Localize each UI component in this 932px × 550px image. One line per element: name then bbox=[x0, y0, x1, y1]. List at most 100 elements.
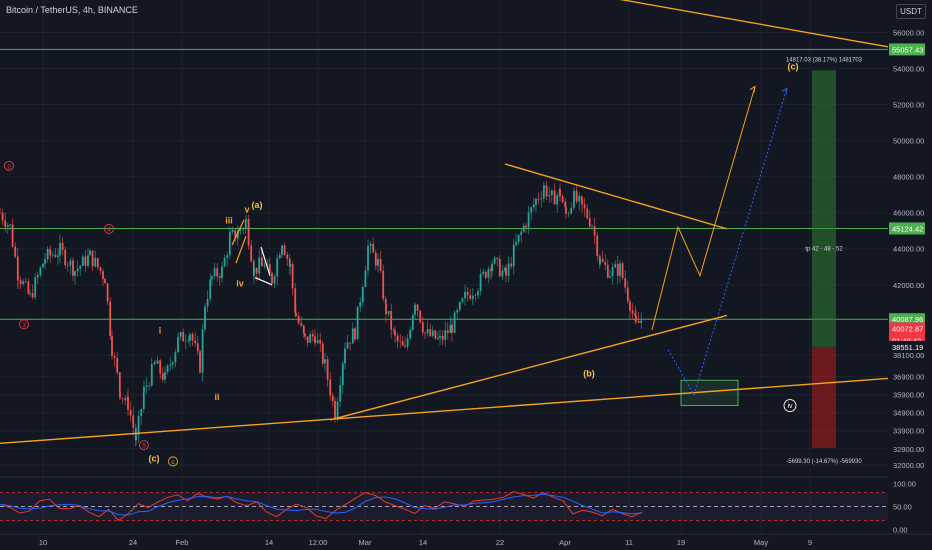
projection-path bbox=[651, 86, 756, 330]
candle-body bbox=[616, 264, 619, 276]
candle-body bbox=[24, 281, 27, 282]
candle-body bbox=[171, 362, 174, 365]
candle-body bbox=[377, 258, 379, 266]
candle-body bbox=[166, 365, 169, 372]
candle-body bbox=[593, 225, 596, 236]
candle-body bbox=[396, 335, 399, 342]
position-loss-zone bbox=[812, 346, 836, 448]
time-tick-label: 24 bbox=[129, 538, 137, 547]
candle-body bbox=[223, 258, 226, 267]
candle-body bbox=[135, 435, 137, 441]
candle-body bbox=[550, 190, 553, 195]
candle-body bbox=[487, 269, 490, 278]
level-price-tag: 45124.42 bbox=[892, 224, 923, 233]
candle-body bbox=[89, 250, 91, 256]
candle-body bbox=[349, 342, 352, 344]
time-tick-label: 14 bbox=[265, 538, 273, 547]
candle-body bbox=[206, 298, 209, 307]
candle-body bbox=[520, 231, 523, 235]
candle-body bbox=[551, 190, 553, 192]
candle-body bbox=[236, 235, 239, 239]
price-tick-label: 52000.00 bbox=[893, 101, 924, 110]
candle-body bbox=[209, 279, 212, 299]
candle-body bbox=[309, 334, 312, 343]
level-price-tag: 40087.96 bbox=[892, 315, 923, 324]
candle-body bbox=[278, 255, 281, 259]
candle-body bbox=[570, 207, 573, 214]
candle-body bbox=[364, 270, 367, 287]
candle-body bbox=[140, 409, 143, 416]
candle-body bbox=[434, 330, 437, 339]
candle-body bbox=[392, 329, 395, 331]
circled-wave-label: c bbox=[171, 459, 175, 466]
candle-body bbox=[471, 295, 474, 299]
candle-body bbox=[329, 379, 332, 396]
candle-body bbox=[367, 245, 369, 271]
candle-body bbox=[583, 204, 586, 209]
candle-body bbox=[6, 225, 9, 228]
candle-body bbox=[159, 360, 162, 374]
circled-wave-marker bbox=[4, 160, 14, 171]
candle-body bbox=[61, 242, 64, 250]
wave-label: (b) bbox=[583, 369, 595, 379]
candle-body bbox=[545, 185, 548, 197]
candle-body bbox=[530, 207, 533, 213]
trendlines[interactable] bbox=[0, 0, 889, 445]
currency-badge[interactable]: USDT bbox=[896, 4, 926, 19]
candle-body bbox=[1, 212, 4, 221]
price-tick-label: 32900.00 bbox=[893, 445, 924, 454]
candle-body bbox=[263, 265, 266, 267]
candle-body bbox=[302, 325, 305, 334]
candle-body bbox=[406, 338, 409, 347]
candle-body bbox=[385, 304, 387, 315]
candle-body bbox=[16, 256, 19, 281]
candle-body bbox=[640, 320, 643, 323]
candle-body bbox=[401, 341, 404, 346]
dotted-projection-arrowhead bbox=[781, 87, 788, 95]
candle-body bbox=[498, 259, 501, 277]
candle-body bbox=[17, 280, 19, 281]
price-candles bbox=[0, 181, 643, 447]
last-price-tag-bg bbox=[889, 322, 925, 335]
price-tick-label: 38100.00 bbox=[893, 351, 924, 360]
candle-body bbox=[129, 409, 132, 416]
candle-body bbox=[150, 363, 153, 386]
time-tick-label: 22 bbox=[496, 538, 504, 547]
candle-body bbox=[359, 302, 362, 307]
chart-title: Bitcoin / TetherUS, 4h, BINANCE bbox=[6, 5, 138, 15]
candle-body bbox=[0, 212, 1, 214]
candle-body bbox=[218, 276, 221, 279]
candle-body bbox=[124, 398, 127, 401]
wave-label: v bbox=[244, 205, 249, 215]
candle-body bbox=[606, 264, 609, 278]
candle-body bbox=[250, 245, 253, 262]
rsi-signal-line bbox=[0, 493, 643, 516]
candle-body bbox=[258, 257, 261, 274]
candle-body bbox=[399, 341, 402, 342]
candle-body bbox=[515, 242, 517, 245]
candle-body bbox=[297, 316, 300, 323]
candle-body bbox=[286, 254, 289, 259]
candle-body bbox=[537, 198, 540, 200]
price-axis[interactable]: 56000.00 54000.00 52000.00 50000.00 48000.00… bbox=[888, 0, 932, 550]
circled-wave-marker bbox=[104, 223, 114, 234]
candle-body bbox=[426, 329, 429, 334]
candle-body bbox=[189, 334, 191, 341]
candle-body bbox=[334, 400, 336, 420]
candle-body bbox=[461, 298, 464, 303]
candle-body bbox=[449, 324, 452, 333]
candle-body bbox=[578, 196, 581, 202]
candle-body bbox=[527, 212, 530, 228]
candle-body bbox=[66, 265, 69, 266]
wave-label: i bbox=[159, 325, 162, 335]
candle-body bbox=[556, 195, 559, 205]
time-axis[interactable]: 10 24 Feb 14 12:00 Mar 14 22 Apr 11 19 May 9 bbox=[0, 533, 932, 547]
candle-body bbox=[469, 295, 472, 299]
candle-body bbox=[234, 229, 237, 239]
candle-body bbox=[111, 336, 113, 356]
price-tick-label: 48000.00 bbox=[893, 173, 924, 182]
long-position-tool[interactable]: 14817.03 (38.17%) 1481703 -5699.30 (-14.6… bbox=[786, 57, 863, 465]
candle-body bbox=[253, 267, 255, 276]
candle-body bbox=[304, 333, 306, 337]
